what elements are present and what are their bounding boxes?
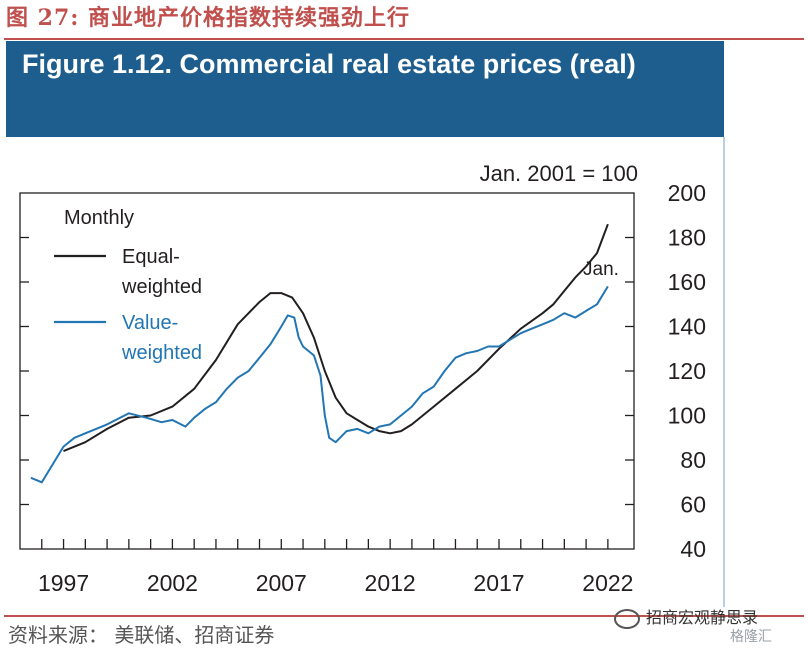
x-tick-label: 2012 [365,570,416,596]
y-tick-label: 120 [668,358,706,384]
y-tick-label: 100 [668,403,706,429]
x-tick-label: 2017 [473,570,524,596]
x-tick-label: 2022 [582,570,633,596]
watermark-secondary: 格隆汇 [730,629,772,645]
chart-area: 40 60 80 100 120 140 160 180 200 1997 2002 2007 201… [6,137,724,607]
plot-border [19,192,635,550]
wechat-icon [614,608,640,629]
series-lines [30,223,609,484]
x-tick-label: 1997 [38,570,89,596]
series-line-0 [63,223,609,453]
y-ticks: 40 60 80 100 120 140 160 180 200 [20,180,706,562]
watermark-text: 招商宏观静思录 [646,608,759,627]
series-line-1 [30,285,609,484]
legend-label-0: Equal- [122,246,180,268]
unit-note: Jan. 2001 = 100 [480,161,638,186]
figure-title: Figure 1.12. Commercial real estate pric… [22,49,636,79]
source-rule [4,615,804,617]
y-tick-label: 140 [668,314,706,340]
plot-frame [19,192,635,550]
y-tick-label: 180 [668,225,706,251]
chart-svg: 40 60 80 100 120 140 160 180 200 1997 2002 2007 201… [19,161,706,596]
legend-label-1: weighted [121,342,202,364]
x-tick-label: 2007 [256,570,307,596]
y-tick-label: 80 [680,447,706,473]
figure-header: Figure 1.12. Commercial real estate pric… [6,41,724,137]
page-title: 图 27: 商业地产价格指数持续强劲上行 [6,5,411,31]
legend: Monthly Equal-weighted Value-weighted [54,207,202,364]
x-ticks: 1997 2002 2007 2012 2017 2022 [38,539,633,596]
x-tick-label: 2002 [147,570,198,596]
legend-label-0: weighted [121,276,202,298]
y-tick-label: 60 [680,492,706,518]
source-text: 资料来源： 美联储、招商证券 [8,623,275,647]
y-tick-label: 200 [668,180,706,206]
watermark: 招商宏观静思录 [614,604,758,632]
y-tick-label: 40 [680,536,706,562]
end-annotation: Jan. [583,259,619,280]
legend-label-1: Value- [122,312,178,334]
chart-border [723,137,725,607]
y-tick-label: 160 [668,269,706,295]
title-rule [4,38,804,40]
legend-frequency: Monthly [64,207,134,229]
